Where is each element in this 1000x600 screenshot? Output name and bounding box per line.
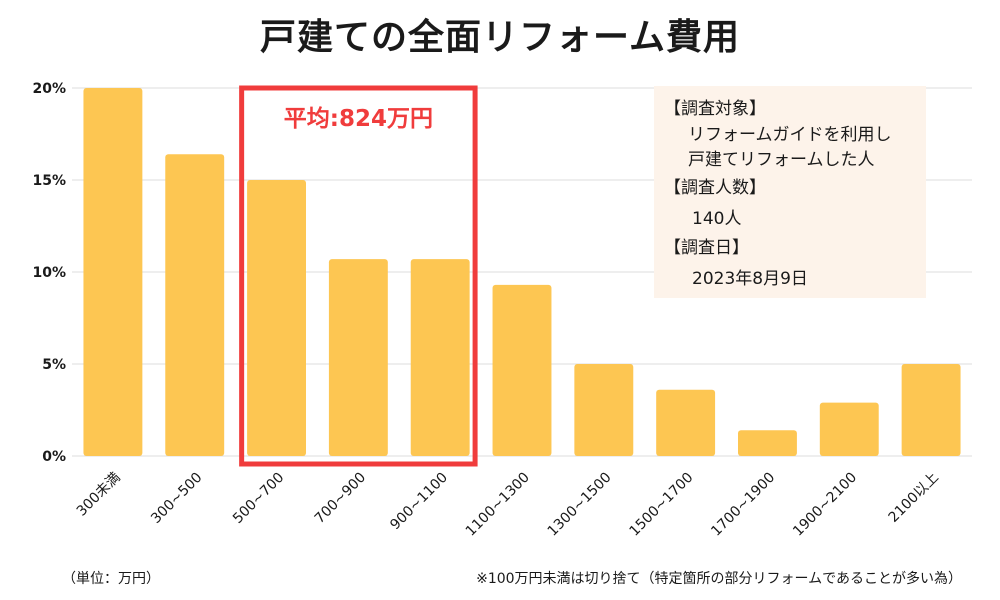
survey-count-value: 140人 <box>692 209 742 229</box>
survey-count-heading: 【調査人数】 <box>664 178 766 198</box>
bar <box>819 402 879 456</box>
bar <box>328 259 388 456</box>
footnote: ※100万円未満は切り捨て（特定箇所の部分リフォームであることが多い為） <box>476 571 962 587</box>
average-label: 平均:824万円 <box>284 105 433 132</box>
survey-target-heading: 【調査対象】 <box>664 99 766 119</box>
x-tick-label: 300~500 <box>148 470 205 527</box>
bars <box>83 88 961 457</box>
y-tick-label: 15% <box>32 173 66 189</box>
average-highlight: 平均:824万円 <box>239 85 478 467</box>
y-tick-label: 20% <box>32 81 66 97</box>
bar <box>247 180 306 456</box>
x-tick-label: 300未満 <box>74 470 124 520</box>
x-tick-label: 500~700 <box>230 470 287 527</box>
survey-info-box: 【調査対象】 リフォームガイドを利用し 戸建てリフォームした人 【調査人数】 1… <box>654 86 926 298</box>
bar <box>492 284 552 456</box>
bar <box>738 430 797 456</box>
survey-date-heading: 【調査日】 <box>664 238 749 258</box>
y-axis-ticks: 0% 5% 10% 15% 20% <box>32 81 66 465</box>
bar <box>574 364 634 456</box>
x-tick-label: 2100以上 <box>886 470 942 526</box>
bar <box>656 389 716 456</box>
x-axis-ticks: 300未満 300~500 500~700 700~900 900~1100 1100~1… <box>74 470 942 540</box>
y-tick-label: 10% <box>32 265 66 281</box>
x-tick-label: 1500~1700 <box>626 470 696 540</box>
x-tick-label: 1900~2100 <box>790 470 860 540</box>
y-tick-label: 0% <box>42 449 66 465</box>
x-tick-label: 900~1100 <box>387 470 451 534</box>
bar <box>410 259 470 456</box>
x-tick-label: 700~900 <box>312 470 369 527</box>
x-tick-label: 1300~1500 <box>545 470 615 540</box>
survey-date-value: 2023年8月9日 <box>692 269 808 289</box>
highlight-box <box>239 85 478 467</box>
survey-target-line2: 戸建てリフォームした人 <box>688 150 875 170</box>
x-tick-label: 1700~1900 <box>708 470 778 540</box>
y-tick-label: 5% <box>42 357 66 373</box>
bar <box>165 154 225 457</box>
bar <box>901 364 961 456</box>
chart-title: 戸建ての全面リフォーム費用 <box>260 17 740 58</box>
survey-target-line1: リフォームガイドを利用し <box>688 125 892 145</box>
x-tick-label: 1100~1300 <box>463 470 533 540</box>
unit-note: （単位：万円） <box>62 571 160 587</box>
bar <box>83 88 143 456</box>
